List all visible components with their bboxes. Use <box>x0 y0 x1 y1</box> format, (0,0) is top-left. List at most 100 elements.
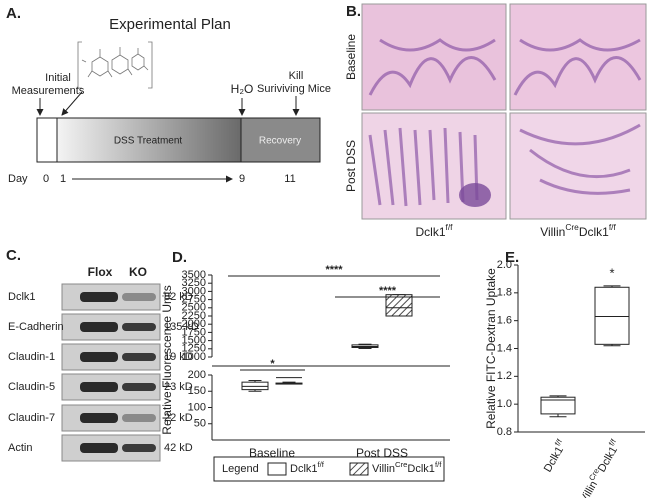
band <box>80 322 118 332</box>
day-label: 9 <box>239 173 245 185</box>
text-part: Cre <box>395 460 407 469</box>
size-label: 135 kD <box>164 321 199 333</box>
text-part: Villin <box>578 479 600 498</box>
y-tick-label: 1.4 <box>497 342 512 354</box>
protein-label: Claudin-7 <box>8 412 55 424</box>
text-part: Dclk1 <box>596 445 620 475</box>
y-tick-label: 100 <box>188 401 206 413</box>
text-part: Dclk1 <box>542 445 566 475</box>
band <box>122 293 156 301</box>
x-tick-label: VillinCreDclk1f/f <box>575 437 623 498</box>
text-part: Villin <box>372 463 395 475</box>
text-part: f/f <box>607 437 618 448</box>
annotation: Measurements <box>12 85 85 97</box>
lane-label: KO <box>129 265 147 279</box>
y-axis-label: Relative Fluorescence Units <box>160 285 174 434</box>
y-tick-label: 2500 <box>182 302 206 314</box>
day-label: 0 <box>43 173 49 185</box>
text-part: Cre <box>565 222 579 232</box>
y-tick-label: 1.8 <box>497 287 512 299</box>
legend-label: Dclk1f/f <box>290 460 325 475</box>
text-part: f/f <box>609 222 617 232</box>
legend-label: VillinCreDclk1f/f <box>372 460 442 475</box>
significance-label: **** <box>325 264 343 276</box>
y-tick-label: 2750 <box>182 294 206 306</box>
band <box>80 443 118 453</box>
y-axis-label: Relative FITC-Dextran Uptake <box>484 268 498 429</box>
x-tick-label: Dclk1f/f <box>539 437 570 475</box>
chemical-structure <box>77 41 153 89</box>
y-tick-label: 200 <box>188 369 206 381</box>
column-label: VillinCreDclk1f/f <box>540 222 616 239</box>
y-tick-label: 50 <box>194 418 206 430</box>
text-part: f/f <box>318 460 325 469</box>
text-part: f/f <box>446 222 454 232</box>
text-part: f/f <box>553 437 564 448</box>
size-label: 82 kD <box>164 291 193 303</box>
panel-label: A. <box>6 5 21 22</box>
text-part: f/f <box>435 460 442 469</box>
y-tick-label: 1250 <box>182 343 206 355</box>
panel-a: A. Experimental Plan Initial Measurement… <box>6 5 331 185</box>
legend-swatch <box>267 462 287 476</box>
row-label: Baseline <box>344 34 358 80</box>
box <box>540 396 576 415</box>
text-part: Dclk1 <box>416 225 446 239</box>
histology-images <box>361 3 647 220</box>
timeline-segment <box>36 117 58 163</box>
x-tick-label: Baseline <box>249 446 295 460</box>
panel-label: D. <box>172 249 187 266</box>
significance-label: * <box>609 265 614 280</box>
y-tick-label: 1000 <box>182 351 206 363</box>
band <box>80 292 118 302</box>
annotation: Suriviving Mice <box>257 83 331 95</box>
box <box>275 382 303 385</box>
phase-label: Recovery <box>259 136 301 147</box>
size-label: 19 kD <box>164 351 193 363</box>
annotation: Kill <box>289 70 304 82</box>
day-label: 11 <box>284 173 295 185</box>
legend-frame <box>213 456 445 482</box>
band <box>122 414 156 422</box>
legend-title: Legend <box>222 463 259 475</box>
band <box>122 323 156 331</box>
y-tick-label: 2250 <box>182 310 206 322</box>
panel-label: E. <box>505 249 519 266</box>
row-label: Post DSS <box>344 140 358 192</box>
y-tick-label: 3250 <box>182 277 206 289</box>
timeline-segment <box>56 117 242 163</box>
band <box>122 383 156 391</box>
text-part: Dclk1 <box>290 463 318 475</box>
significance-label: **** <box>379 285 397 297</box>
lane-label: Flox <box>88 265 113 279</box>
y-tick-label: 0.8 <box>497 426 512 438</box>
y-tick-label: 150 <box>188 385 206 397</box>
size-label: 23 kD <box>164 381 193 393</box>
protein-label: Claudin-5 <box>8 381 55 393</box>
protein-label: E-Cadherin <box>8 321 64 333</box>
panel-c: C. Flox KO <box>6 247 161 462</box>
arrow <box>61 91 83 116</box>
day-label: 1 <box>60 173 66 185</box>
y-tick-label: 3000 <box>182 285 206 297</box>
size-label: 22 kD <box>164 412 193 424</box>
y-tick-label: 2000 <box>182 318 206 330</box>
significance-label: * <box>270 358 275 370</box>
band <box>80 413 118 423</box>
y-tick-label: 1750 <box>182 326 206 338</box>
timeline-segment <box>240 117 321 163</box>
annotation: Initial <box>45 72 71 84</box>
panel-b: B. Baseline Post DSS Dclk1f/f VillinCreD… <box>344 3 647 239</box>
y-tick-label: 1.2 <box>497 370 512 382</box>
text-part: Villin <box>540 225 565 239</box>
western-blot <box>61 283 161 462</box>
band <box>122 353 156 361</box>
y-tick-label: 2.0 <box>497 259 512 271</box>
panel-label: B. <box>346 3 361 20</box>
column-label: Dclk1f/f <box>416 222 454 239</box>
annotation: H₂O <box>231 82 254 96</box>
y-tick-label: 3500 <box>182 269 206 281</box>
text-part: Dclk1 <box>407 463 435 475</box>
y-tick-label: 1.6 <box>497 315 512 327</box>
